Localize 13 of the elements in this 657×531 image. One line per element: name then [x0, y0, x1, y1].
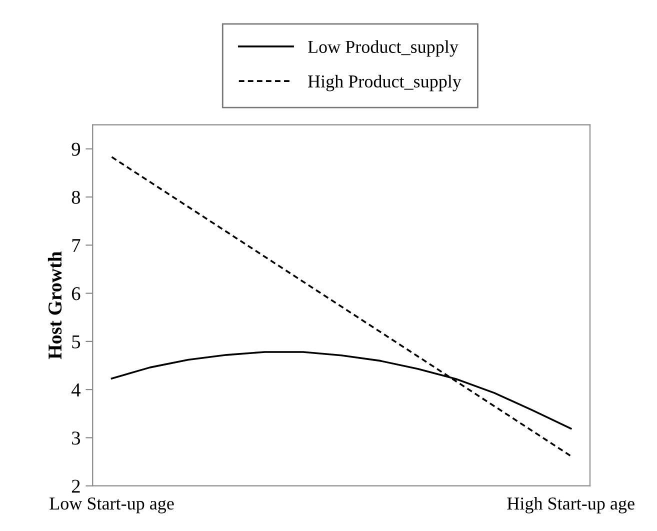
y-tick-label: 4: [71, 384, 81, 396]
x-tick-label: High Start-up age: [507, 496, 634, 514]
y-tick-label: 2: [72, 480, 80, 493]
x-tick-label: Low Start-up age: [50, 498, 174, 514]
legend-label: Low Product_supply: [308, 40, 458, 57]
y-tick-label: 9: [72, 142, 80, 156]
y-tick-label: 8: [72, 190, 80, 204]
legend-label: High Product_supply: [308, 74, 462, 92]
y-tick-label: 5: [72, 335, 80, 348]
y-tick-label: 6: [72, 287, 80, 300]
y-tick-label: 7: [72, 239, 80, 252]
y-tick-label: 3: [72, 432, 80, 445]
y-axis-title: Host Growth: [48, 252, 62, 360]
